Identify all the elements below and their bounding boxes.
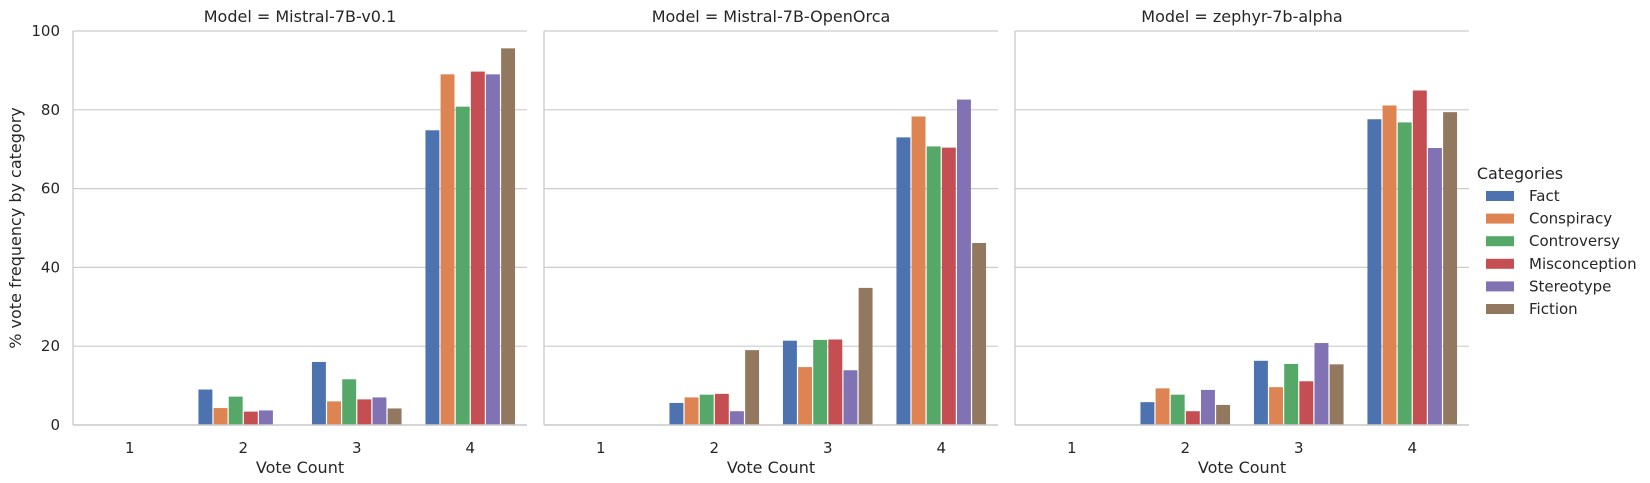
bar xyxy=(425,130,440,425)
bar xyxy=(684,397,699,425)
legend-label: Conspiracy xyxy=(1529,210,1612,228)
bar xyxy=(896,137,911,425)
bar xyxy=(440,74,455,425)
bar xyxy=(858,287,873,425)
x-tick-label: 4 xyxy=(465,439,475,457)
bar xyxy=(1329,364,1344,425)
x-tick-label: 1 xyxy=(125,439,135,457)
bar xyxy=(956,99,971,425)
x-axis-title: Vote Count xyxy=(1198,458,1286,477)
x-tick-label: 2 xyxy=(709,439,719,457)
x-tick-label: 1 xyxy=(596,439,606,457)
bar xyxy=(1427,148,1442,425)
bar xyxy=(485,74,500,425)
bar xyxy=(798,367,813,425)
legend-label: Stereotype xyxy=(1529,277,1611,295)
y-tick-label: 20 xyxy=(41,337,60,355)
legend: Categories Fact Conspiracy Controversy Misc… xyxy=(1477,164,1637,318)
legend-swatch xyxy=(1486,304,1514,314)
bar xyxy=(699,394,714,425)
x-tick-label: 4 xyxy=(1407,439,1417,457)
bar xyxy=(926,146,941,425)
bar xyxy=(1155,388,1170,425)
facet-title: Model = Mistral-7B-OpenOrca xyxy=(652,7,891,26)
x-tick-label: 1 xyxy=(1067,439,1077,457)
bar xyxy=(911,116,926,426)
bar xyxy=(228,396,243,425)
x-tick-label: 2 xyxy=(1180,439,1190,457)
facet-title: Model = zephyr-7b-alpha xyxy=(1141,7,1342,26)
bar xyxy=(843,370,858,425)
bar xyxy=(258,410,273,425)
legend-swatch xyxy=(1486,213,1514,224)
bar xyxy=(342,379,357,425)
bar xyxy=(243,411,258,425)
bar xyxy=(1170,394,1185,425)
bar xyxy=(1269,387,1284,425)
bar xyxy=(311,361,326,425)
bar xyxy=(972,242,987,425)
legend-swatch xyxy=(1486,258,1514,269)
bar xyxy=(1185,411,1200,425)
bar xyxy=(372,397,387,425)
x-tick-label: 3 xyxy=(352,439,362,457)
bar xyxy=(1412,90,1427,425)
bar xyxy=(745,350,760,425)
y-tick-label: 60 xyxy=(41,180,60,198)
facet-panel: 1 2 3 4 Vote Count Model = zephyr-7b-alpha xyxy=(1014,7,1469,477)
x-axis-title: Vote Count xyxy=(256,458,344,477)
y-tick-label: 100 xyxy=(31,22,60,40)
bar xyxy=(941,147,956,425)
bar xyxy=(669,402,684,425)
legend-swatch xyxy=(1486,191,1514,201)
x-axis-title: Vote Count xyxy=(727,458,815,477)
bar xyxy=(1299,381,1314,425)
bar xyxy=(828,339,843,425)
bar xyxy=(1253,360,1268,425)
legend-title: Categories xyxy=(1477,164,1563,183)
facet-panel: 1 2 3 4 Vote Count Model = Mistral-7B-OpenOrc… xyxy=(543,7,998,477)
y-tick-label: 40 xyxy=(41,258,60,276)
bar xyxy=(198,389,213,425)
bar xyxy=(1140,402,1155,425)
bar xyxy=(813,339,828,425)
bar xyxy=(1397,122,1412,426)
bar xyxy=(387,408,402,425)
bar xyxy=(327,401,342,425)
bar xyxy=(1284,363,1299,425)
bar xyxy=(213,408,228,425)
legend-label: Controversy xyxy=(1529,232,1620,250)
x-tick-label: 3 xyxy=(1294,439,1304,457)
legend-swatch xyxy=(1486,236,1514,247)
legend-items: Fact Conspiracy Controversy Misconception St… xyxy=(1486,187,1637,318)
bar xyxy=(1200,389,1215,425)
y-tick-label: 80 xyxy=(41,101,60,119)
facet-title: Model = Mistral-7B-v0.1 xyxy=(204,7,397,26)
bar xyxy=(1443,112,1458,425)
bar xyxy=(501,48,516,425)
bar xyxy=(714,393,729,425)
legend-label: Misconception xyxy=(1529,255,1637,273)
bar xyxy=(729,411,744,425)
legend-label: Fiction xyxy=(1529,300,1578,318)
bar xyxy=(470,71,485,425)
bar xyxy=(455,106,470,425)
legend-swatch xyxy=(1486,281,1514,292)
bar xyxy=(357,399,372,425)
bar xyxy=(1367,119,1382,426)
y-axis-title: % vote frequency by category xyxy=(6,107,25,349)
x-tick-label: 4 xyxy=(936,439,946,457)
bar xyxy=(782,340,797,425)
x-tick-label: 3 xyxy=(823,439,833,457)
x-tick-label: 2 xyxy=(238,439,248,457)
bar xyxy=(1314,343,1329,425)
bar xyxy=(1216,404,1231,425)
y-tick-label: 0 xyxy=(50,416,60,434)
legend-label: Fact xyxy=(1529,187,1560,205)
bar xyxy=(1382,105,1397,425)
